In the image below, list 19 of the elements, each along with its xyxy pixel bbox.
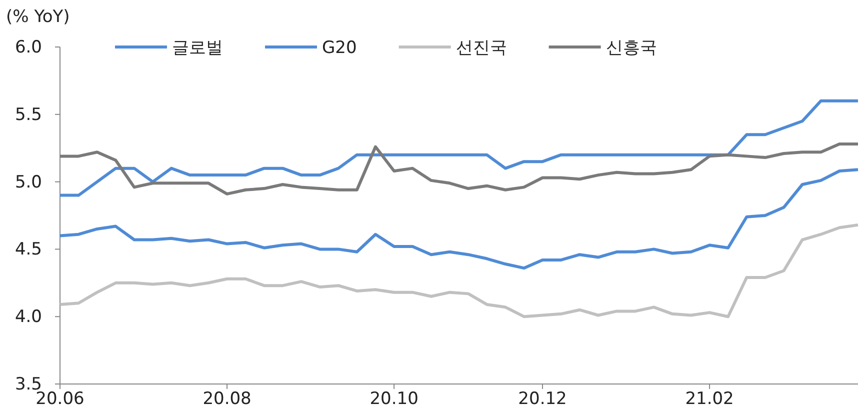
legend-label: 글로벌: [172, 38, 223, 58]
legend-label: 선진국: [456, 38, 507, 58]
legend-label: 신흥국: [606, 38, 657, 58]
line-series: [58, 142, 860, 196]
x-tick-label: 20.06: [36, 389, 84, 410]
y-tick-label: 5.5: [14, 104, 42, 125]
y-axis-title: (% YoY): [6, 7, 70, 27]
y-tick-label: 6.0: [14, 37, 42, 58]
x-tick-label: 20.08: [202, 389, 252, 410]
line-series: [58, 223, 860, 318]
legend-label: G20: [322, 38, 357, 58]
x-tick-label: 20.12: [518, 389, 567, 410]
line-series: [58, 99, 860, 197]
y-tick-label: 5.0: [14, 172, 42, 192]
x-tick-label: 21.02: [685, 389, 734, 410]
line-series: [58, 168, 860, 270]
x-tick-label: 20.10: [370, 389, 418, 410]
y-tick-label: 4.0: [14, 307, 42, 328]
y-tick-label: 4.5: [14, 240, 42, 260]
